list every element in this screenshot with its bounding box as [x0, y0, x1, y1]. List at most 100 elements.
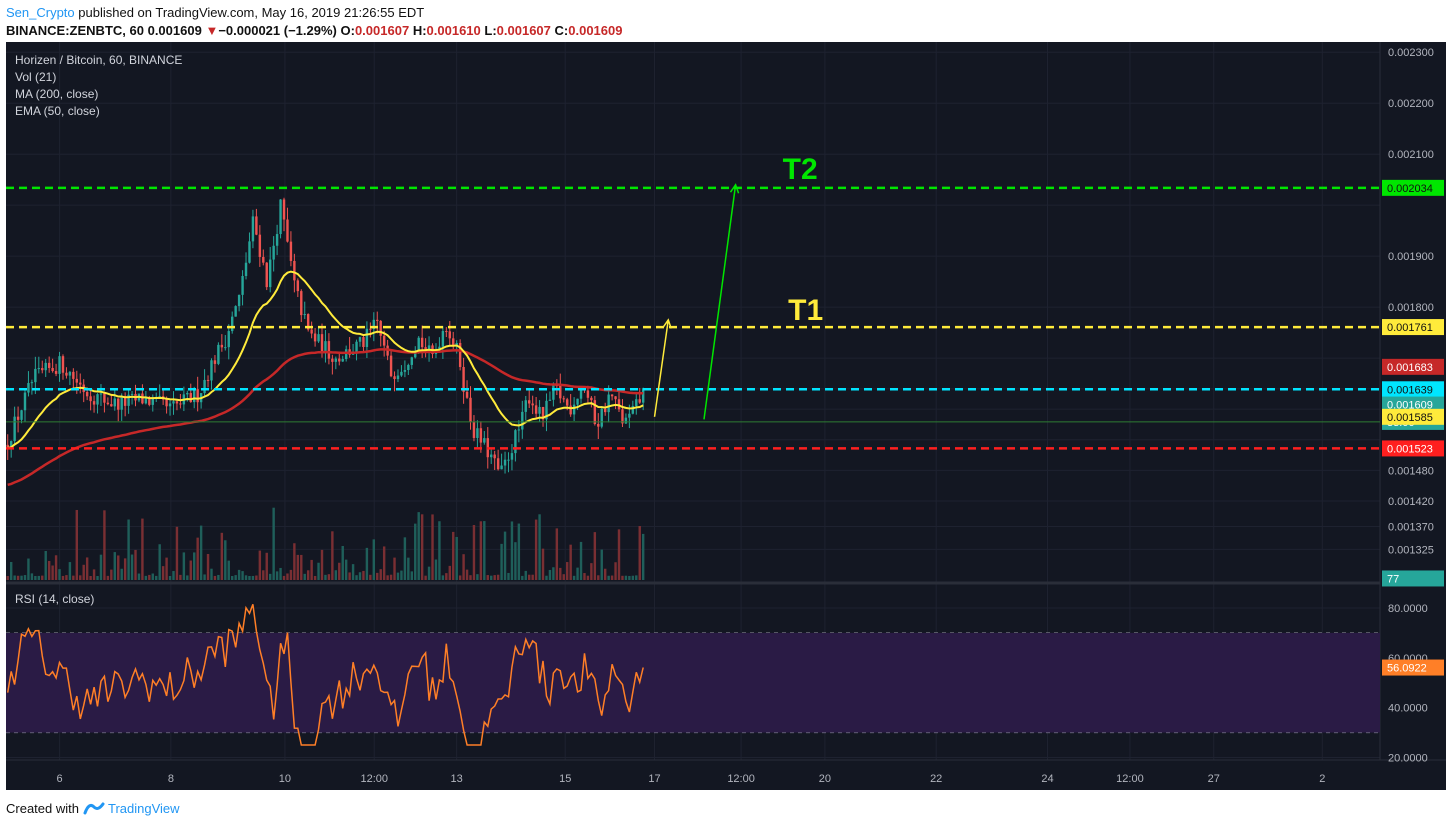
candle-body	[369, 328, 372, 330]
volume-bar	[552, 567, 555, 580]
candle-body	[531, 403, 534, 406]
candle-body	[472, 421, 476, 438]
volume-bar	[303, 573, 306, 580]
price-badge-4-bg	[1382, 570, 1444, 587]
volume-bar	[134, 549, 137, 580]
volume-bar	[127, 519, 130, 580]
volume-bar	[182, 552, 186, 580]
volume-bar	[331, 531, 334, 580]
candle-body	[548, 399, 552, 401]
volume-bar	[148, 574, 151, 580]
volume-bar	[351, 564, 355, 580]
volume-bar	[417, 512, 420, 580]
candle-body	[61, 356, 65, 373]
volume-bar	[158, 544, 161, 580]
candle-body	[206, 379, 210, 381]
candle-body	[610, 394, 614, 397]
price-badge-0: 0.001683	[1387, 362, 1433, 374]
down-arrow-icon: ▼	[205, 23, 219, 38]
candle-body	[68, 371, 72, 376]
candle-body	[265, 262, 268, 288]
volume-bar	[258, 550, 262, 580]
volume-bar	[600, 549, 603, 580]
volume-bar	[407, 557, 410, 580]
volume-bar	[572, 575, 576, 580]
candle-body	[420, 337, 424, 348]
volume-bar	[262, 570, 265, 580]
volume-bar	[400, 570, 403, 580]
price-tick-label: 0.001325	[1388, 544, 1434, 556]
candle-body	[621, 409, 624, 424]
candle-body	[286, 219, 289, 242]
volume-bar	[300, 554, 303, 580]
volume-bar	[476, 574, 479, 580]
candle-body	[193, 389, 196, 403]
candle-body	[490, 454, 493, 458]
volume-bar	[82, 564, 85, 580]
candle-body	[51, 367, 54, 372]
candle-body	[127, 394, 130, 406]
price-change: −0.000021 (−1.29%)	[218, 23, 337, 38]
candle-body	[54, 371, 58, 374]
candle-body	[465, 391, 469, 398]
candle-body	[23, 392, 27, 411]
projection-arrowhead-1	[729, 183, 740, 194]
volume-bar	[341, 545, 344, 580]
volume-bar	[348, 572, 351, 580]
candle-body	[30, 382, 34, 384]
candle-body	[358, 337, 362, 342]
candle-body	[172, 401, 175, 404]
candle-body	[545, 400, 548, 420]
price-badge-1-bg	[1382, 396, 1444, 413]
candle-body	[455, 342, 458, 346]
volume-bar	[68, 562, 72, 580]
volume-bar	[469, 575, 472, 580]
candle-body	[300, 291, 303, 316]
candle-body	[624, 417, 628, 424]
time-tick-label: 10	[279, 773, 291, 785]
ma-200-line	[7, 348, 644, 487]
volume-bar	[206, 553, 210, 580]
price-tick-label: 0.002100	[1388, 149, 1434, 161]
volume-bar	[420, 514, 424, 580]
volume-bar	[248, 575, 251, 580]
volume-bar	[493, 575, 496, 580]
chart-area[interactable]: T2 T1 0.002300 0.002200 0.002100 0.001900 0.0…	[6, 42, 1446, 790]
candle-body	[365, 328, 369, 347]
candle-body	[458, 342, 462, 367]
horizontal-levels: T2 T1	[6, 153, 1380, 450]
candle-body	[317, 334, 320, 342]
publish-info: published on TradingView.com, May 16, 20…	[78, 5, 425, 20]
candle-body	[524, 400, 527, 412]
candle-body	[92, 401, 96, 405]
footer: Created with TradingView	[6, 800, 180, 818]
volume-bar	[313, 575, 317, 580]
volume-bar	[96, 575, 99, 580]
close-label: C:	[554, 23, 569, 38]
candle-body	[303, 314, 306, 316]
level-badge-0-bg	[1382, 179, 1444, 196]
candle-body	[6, 444, 9, 448]
author-link[interactable]: Sen_Crypto	[6, 5, 75, 20]
candle-body	[469, 397, 472, 422]
candle-body	[79, 382, 82, 385]
rsi-last-badge-bg	[1382, 659, 1444, 676]
last-price: 0.001609	[147, 23, 202, 38]
candle-body	[396, 375, 400, 380]
tradingview-brand[interactable]: TradingView	[108, 801, 180, 816]
candle-body	[617, 399, 621, 410]
volume-bar	[458, 575, 462, 580]
candle-body	[72, 371, 75, 379]
candle-body	[151, 398, 154, 405]
candle-body	[237, 294, 241, 307]
volume-bar	[565, 562, 569, 580]
volume-bars	[6, 507, 645, 580]
candle-body	[279, 199, 282, 235]
level-badge-0: 0.002034	[1387, 183, 1433, 195]
candle-body	[327, 341, 331, 359]
candle-body	[13, 416, 16, 442]
volume-bar	[610, 575, 614, 580]
volume-bar	[365, 547, 369, 580]
candle-body	[372, 319, 376, 329]
